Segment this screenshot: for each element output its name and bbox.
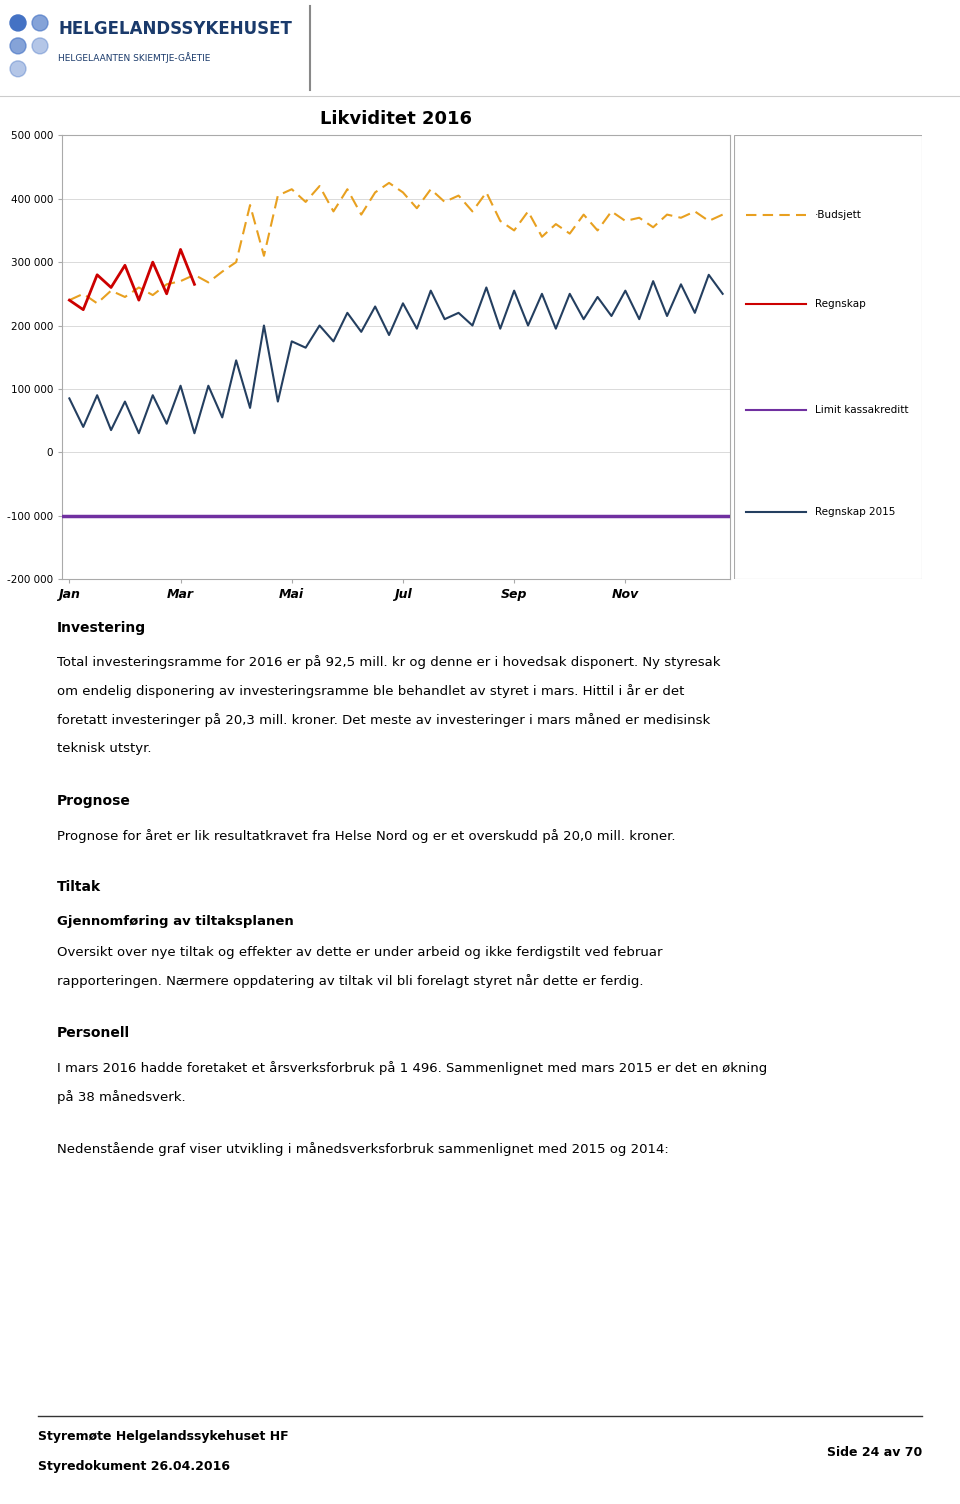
Text: Personell: Personell <box>57 1026 130 1041</box>
Text: på 38 månedsverk.: på 38 månedsverk. <box>57 1090 185 1104</box>
Text: Styredokument 26.04.2016: Styredokument 26.04.2016 <box>38 1460 230 1472</box>
Text: Prognose for året er lik resultatkravet fra Helse Nord og er et overskudd på 20,: Prognose for året er lik resultatkravet … <box>57 829 675 842</box>
Circle shape <box>32 38 48 54</box>
Text: Prognose: Prognose <box>57 794 131 808</box>
Title: Likviditet 2016: Likviditet 2016 <box>320 110 472 128</box>
Circle shape <box>10 38 26 54</box>
Text: Nedenstående graf viser utvikling i månedsverksforbruk sammenlignet med 2015 og : Nedenstående graf viser utvikling i måne… <box>57 1142 668 1155</box>
Circle shape <box>32 15 48 32</box>
Text: foretatt investeringer på 20,3 mill. kroner. Det meste av investeringer i mars m: foretatt investeringer på 20,3 mill. kro… <box>57 713 709 728</box>
Text: Total investeringsramme for 2016 er på 92,5 mill. kr og denne er i hovedsak disp: Total investeringsramme for 2016 er på 9… <box>57 656 720 669</box>
Text: I mars 2016 hadde foretaket et årsverksforbruk på 1 496. Sammenlignet med mars 2: I mars 2016 hadde foretaket et årsverksf… <box>57 1062 767 1075</box>
Text: HELGELAANTEN SKIEMTJE-GÅETIE: HELGELAANTEN SKIEMTJE-GÅETIE <box>58 51 210 63</box>
Text: Oversikt over nye tiltak og effekter av dette er under arbeid og ikke ferdigstil: Oversikt over nye tiltak og effekter av … <box>57 946 662 958</box>
Text: HELGELANDSSYKEHUSET: HELGELANDSSYKEHUSET <box>58 20 292 38</box>
Text: teknisk utstyr.: teknisk utstyr. <box>57 741 151 755</box>
Text: Limit kassakreditt: Limit kassakreditt <box>815 406 908 415</box>
Text: ·Budsjett: ·Budsjett <box>815 211 862 220</box>
Text: Styremøte Helgelandssykehuset HF: Styremøte Helgelandssykehuset HF <box>38 1430 289 1444</box>
Circle shape <box>10 15 26 32</box>
Text: rapporteringen. Nærmere oppdatering av tiltak vil bli forelagt styret når dette : rapporteringen. Nærmere oppdatering av t… <box>57 975 643 988</box>
Text: om endelig disponering av investeringsramme ble behandlet av styret i mars. Hitt: om endelig disponering av investeringsra… <box>57 684 684 698</box>
Text: Regnskap: Regnskap <box>815 299 866 308</box>
Text: Gjennomføring av tiltaksplanen: Gjennomføring av tiltaksplanen <box>57 916 294 928</box>
Text: Regnskap 2015: Regnskap 2015 <box>815 507 896 517</box>
Text: Investering: Investering <box>57 621 146 635</box>
Text: Side 24 av 70: Side 24 av 70 <box>827 1447 922 1459</box>
Circle shape <box>10 60 26 77</box>
Text: Tiltak: Tiltak <box>57 880 101 895</box>
